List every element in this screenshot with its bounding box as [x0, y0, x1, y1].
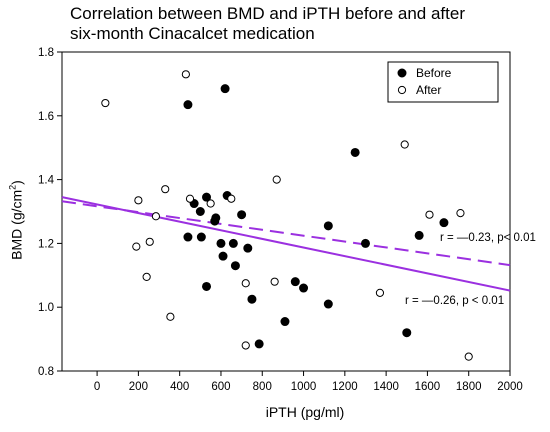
x-tick-label: 1000 — [291, 381, 317, 393]
after-point — [425, 210, 434, 219]
after-point — [272, 175, 281, 184]
before-point — [254, 339, 264, 349]
x-tick-label: 800 — [253, 381, 272, 393]
after-point — [456, 208, 465, 218]
before-point — [210, 216, 220, 226]
before-point — [414, 230, 424, 240]
y-axis-title-main: BMD (g/cm — [8, 189, 25, 260]
before-point — [237, 210, 247, 220]
before-point — [218, 251, 228, 261]
x-tick-label: 2000 — [497, 381, 523, 393]
x-axis-title: iPTH (pg/ml) — [265, 404, 345, 420]
x-tick-label: 200 — [129, 381, 148, 393]
after-point — [181, 70, 190, 79]
solid-trend-annotation: r = —0.26, p < 0.01 — [405, 295, 505, 307]
after-point — [227, 194, 236, 203]
x-tick-label: 600 — [211, 381, 230, 393]
after-point — [161, 185, 170, 194]
after-point — [400, 140, 409, 149]
after-point — [241, 279, 250, 288]
before-point — [280, 317, 290, 327]
chart-title-line-2: six-month Cinacalcet medication — [70, 24, 315, 43]
after-point — [132, 242, 141, 251]
x-tick-label: 1800 — [456, 381, 482, 393]
legend-before-marker — [397, 68, 407, 78]
after-point — [166, 312, 175, 321]
x-tick-label: 1400 — [373, 381, 399, 393]
before-point — [290, 277, 300, 287]
plot-frame — [61, 51, 511, 372]
before-point — [228, 238, 238, 248]
before-point — [196, 232, 206, 242]
y-axis-title-sup: 2 — [7, 184, 18, 190]
before-point — [439, 218, 449, 228]
legend-before-label: Before — [416, 66, 452, 80]
y-tick-label: 1.2 — [38, 238, 54, 250]
before-point — [299, 283, 309, 293]
legend-after-label: After — [416, 83, 441, 97]
after-point — [134, 196, 143, 205]
x-tick-label: 1600 — [415, 381, 441, 393]
before-point — [202, 192, 212, 202]
dashed-trend-annotation: r = —0.23, p< 0.01 — [440, 232, 536, 244]
y-tick-label: 1.8 — [38, 47, 54, 59]
before-point — [195, 207, 205, 216]
before-point — [350, 147, 360, 157]
before-point — [183, 100, 193, 110]
x-tick-label: 1200 — [332, 381, 358, 393]
before-point — [183, 232, 193, 242]
x-tick-label: 0 — [94, 381, 100, 393]
y-tick-label: 1.6 — [38, 111, 54, 123]
before-point — [402, 328, 412, 338]
after-point — [270, 277, 279, 286]
before-point — [323, 299, 333, 309]
legend-after-marker — [397, 85, 407, 95]
after-point — [142, 272, 151, 281]
after-point — [145, 237, 154, 246]
before-point — [216, 238, 226, 248]
before-point — [243, 243, 253, 253]
y-axis-title-wrap: BMD (g/cm2) — [4, 140, 28, 300]
chart-title-line-1: Correlation between BMD and iPTH before … — [70, 4, 465, 23]
after-point — [241, 341, 250, 350]
after-point — [101, 98, 110, 108]
y-tick-label: 0.8 — [38, 366, 54, 378]
before-point — [202, 281, 212, 291]
y-tick-label: 1.4 — [38, 175, 55, 187]
after-point — [151, 212, 161, 221]
legend-box — [387, 61, 499, 103]
after-point — [464, 352, 473, 361]
before-point — [323, 221, 333, 231]
y-tick-label: 1.0 — [38, 302, 54, 314]
before-point — [230, 261, 240, 271]
y-axis-title-end: ) — [8, 180, 25, 185]
trend-line-dashed — [61, 200, 511, 267]
before-point — [360, 238, 370, 248]
y-axis-title: BMD (g/cm2) — [8, 180, 25, 260]
after-point — [185, 194, 195, 203]
before-point — [220, 84, 230, 94]
x-tick-label: 400 — [170, 381, 189, 393]
before-point — [247, 294, 257, 304]
after-point — [206, 199, 215, 208]
after-point — [375, 288, 385, 297]
